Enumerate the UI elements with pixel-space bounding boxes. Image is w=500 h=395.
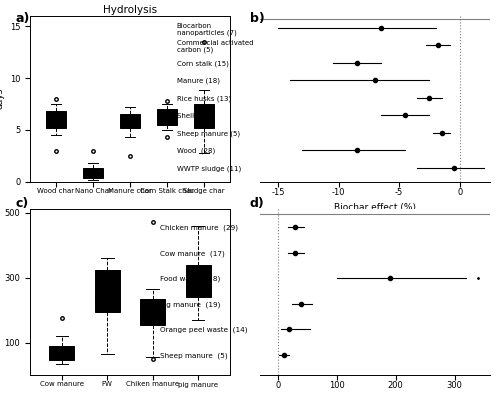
Text: b): b) xyxy=(250,12,265,25)
PathPatch shape xyxy=(95,269,120,312)
PathPatch shape xyxy=(50,346,74,359)
Title: Hydrolysis: Hydrolysis xyxy=(103,5,157,15)
Text: a): a) xyxy=(15,12,30,25)
PathPatch shape xyxy=(120,114,140,128)
PathPatch shape xyxy=(186,265,210,297)
PathPatch shape xyxy=(46,111,66,128)
Text: c): c) xyxy=(15,198,28,211)
PathPatch shape xyxy=(140,299,165,325)
Text: d): d) xyxy=(250,198,265,211)
X-axis label: Biochar effect (%): Biochar effect (%) xyxy=(334,203,416,211)
PathPatch shape xyxy=(194,104,214,128)
PathPatch shape xyxy=(83,168,103,177)
PathPatch shape xyxy=(157,109,177,125)
Y-axis label: days: days xyxy=(0,88,4,109)
